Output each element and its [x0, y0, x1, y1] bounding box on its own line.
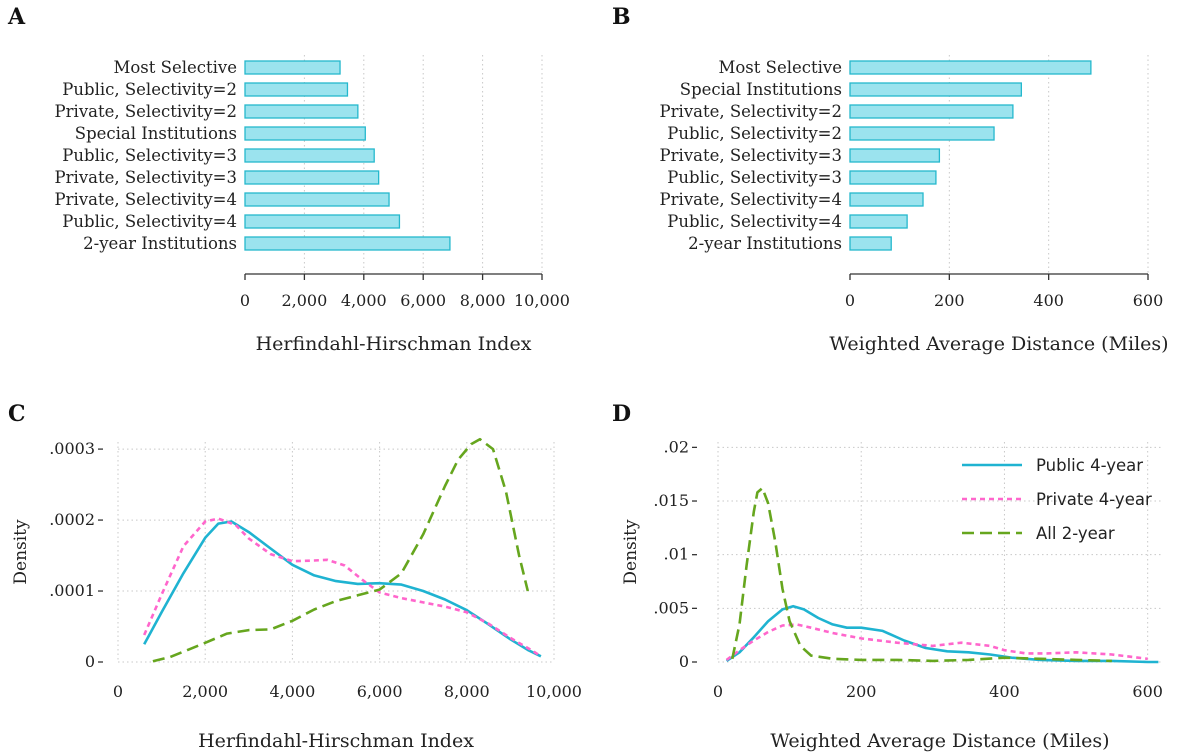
- bar: [244, 236, 451, 251]
- bar: [244, 148, 375, 163]
- y-tick-label: .005: [653, 598, 689, 617]
- panel-letter: B: [612, 4, 631, 30]
- bar: [244, 60, 341, 75]
- category-label: Public, Selectivity=3: [62, 146, 237, 165]
- x-tick-label: 200: [934, 291, 965, 310]
- legend: Public 4-year Private 4-year All 2-year: [962, 456, 1152, 543]
- x-tick-label: 10,000: [526, 682, 582, 701]
- y-axis-title: Density: [621, 519, 641, 585]
- category-label: Public, Selectivity=3: [667, 168, 842, 187]
- x-tick-label: 10,000: [514, 291, 570, 310]
- y-axis-title: Density: [11, 519, 31, 585]
- bar: [849, 192, 924, 207]
- panel-b: B Most Selective Special Institutions Priva…: [612, 4, 1169, 355]
- x-tick-label: 600: [1132, 682, 1163, 701]
- x-tick-label: 6,000: [357, 682, 403, 701]
- panel-letter: A: [7, 4, 26, 30]
- x-tick-label: 4,000: [341, 291, 387, 310]
- bar: [849, 104, 1014, 119]
- panel-d: D 0 .005 .01 .015 .02 0 200 400 600 Weighted Avera…: [612, 401, 1163, 752]
- bar: [244, 192, 390, 207]
- bar: [849, 148, 941, 163]
- panel-letter: C: [8, 401, 26, 427]
- series-line-private: [725, 623, 1148, 661]
- bar: [849, 214, 908, 229]
- legend-label: Public 4-year: [1036, 456, 1143, 475]
- bar: [849, 60, 1092, 75]
- x-tick-label: 0: [713, 682, 723, 701]
- x-tick-label: 4,000: [269, 682, 315, 701]
- x-tick-label: 2,000: [182, 682, 228, 701]
- x-tick-label: 0: [113, 682, 123, 701]
- panel-a: A Most Selective Public, Selectivity=2 Priv…: [7, 4, 570, 355]
- legend-label: Private 4-year: [1036, 490, 1152, 509]
- category-label: Most Selective: [718, 58, 842, 77]
- category-label: Public, Selectivity=4: [667, 212, 842, 231]
- x-tick-label: 8,000: [444, 682, 490, 701]
- category-label: Private, Selectivity=3: [55, 168, 237, 187]
- x-axis-title: Herfindahl-Hirschman Index: [198, 730, 474, 752]
- x-tick-label: 6,000: [400, 291, 446, 310]
- series-line-public: [143, 520, 542, 658]
- x-axis-title: Weighted Average Distance (Miles): [829, 333, 1168, 355]
- x-tick-label: 0: [845, 291, 855, 310]
- x-axis-title: Weighted Average Distance (Miles): [770, 730, 1109, 752]
- panel-letter: D: [612, 401, 631, 427]
- x-tick-label: 400: [989, 682, 1020, 701]
- category-label: 2-year Institutions: [83, 234, 237, 253]
- y-tick-label: .01: [664, 545, 689, 564]
- bar: [244, 214, 401, 229]
- legend-label: All 2-year: [1036, 524, 1115, 543]
- category-label: Most Selective: [113, 58, 237, 77]
- bar: [849, 170, 937, 185]
- bar: [244, 126, 366, 141]
- bar: [244, 82, 349, 97]
- category-label: Public, Selectivity=2: [62, 80, 237, 99]
- y-tick-label: .0003: [49, 439, 95, 458]
- x-axis-title: Herfindahl-Hirschman Index: [256, 333, 532, 355]
- x-tick-label: 2,000: [281, 291, 327, 310]
- bar: [849, 82, 1023, 97]
- y-tick-label: .02: [664, 437, 689, 456]
- series-line-twoyear: [731, 486, 1112, 663]
- x-tick-label: 200: [846, 682, 877, 701]
- y-tick-label: 0: [85, 652, 95, 671]
- x-tick-label: 0: [240, 291, 250, 310]
- category-label: Private, Selectivity=4: [55, 190, 237, 209]
- y-tick-label: .015: [653, 491, 689, 510]
- category-label: Special Institutions: [75, 124, 237, 143]
- category-label: Private, Selectivity=2: [660, 102, 842, 121]
- bar: [849, 236, 892, 251]
- category-label: Private, Selectivity=4: [660, 190, 842, 209]
- x-tick-label: 600: [1133, 291, 1164, 310]
- category-label: Public, Selectivity=4: [62, 212, 237, 231]
- category-label: Private, Selectivity=3: [660, 146, 842, 165]
- x-tick-label: 8,000: [460, 291, 506, 310]
- bar: [244, 170, 380, 185]
- y-tick-label: .0001: [49, 581, 95, 600]
- category-label: Private, Selectivity=2: [55, 102, 237, 121]
- category-label: Special Institutions: [680, 80, 842, 99]
- y-tick-label: 0: [679, 652, 689, 671]
- panel-c: C 0 .0001 .0002 .0003 0 2,000 4,000 6,000 8,000 10…: [8, 401, 582, 752]
- series-line-private: [143, 517, 542, 658]
- category-label: Public, Selectivity=2: [667, 124, 842, 143]
- category-label: 2-year Institutions: [688, 234, 842, 253]
- bar: [849, 126, 995, 141]
- bar: [244, 104, 359, 119]
- y-tick-label: .0002: [49, 510, 95, 529]
- series-line-twoyear: [152, 437, 530, 663]
- x-tick-label: 400: [1033, 291, 1064, 310]
